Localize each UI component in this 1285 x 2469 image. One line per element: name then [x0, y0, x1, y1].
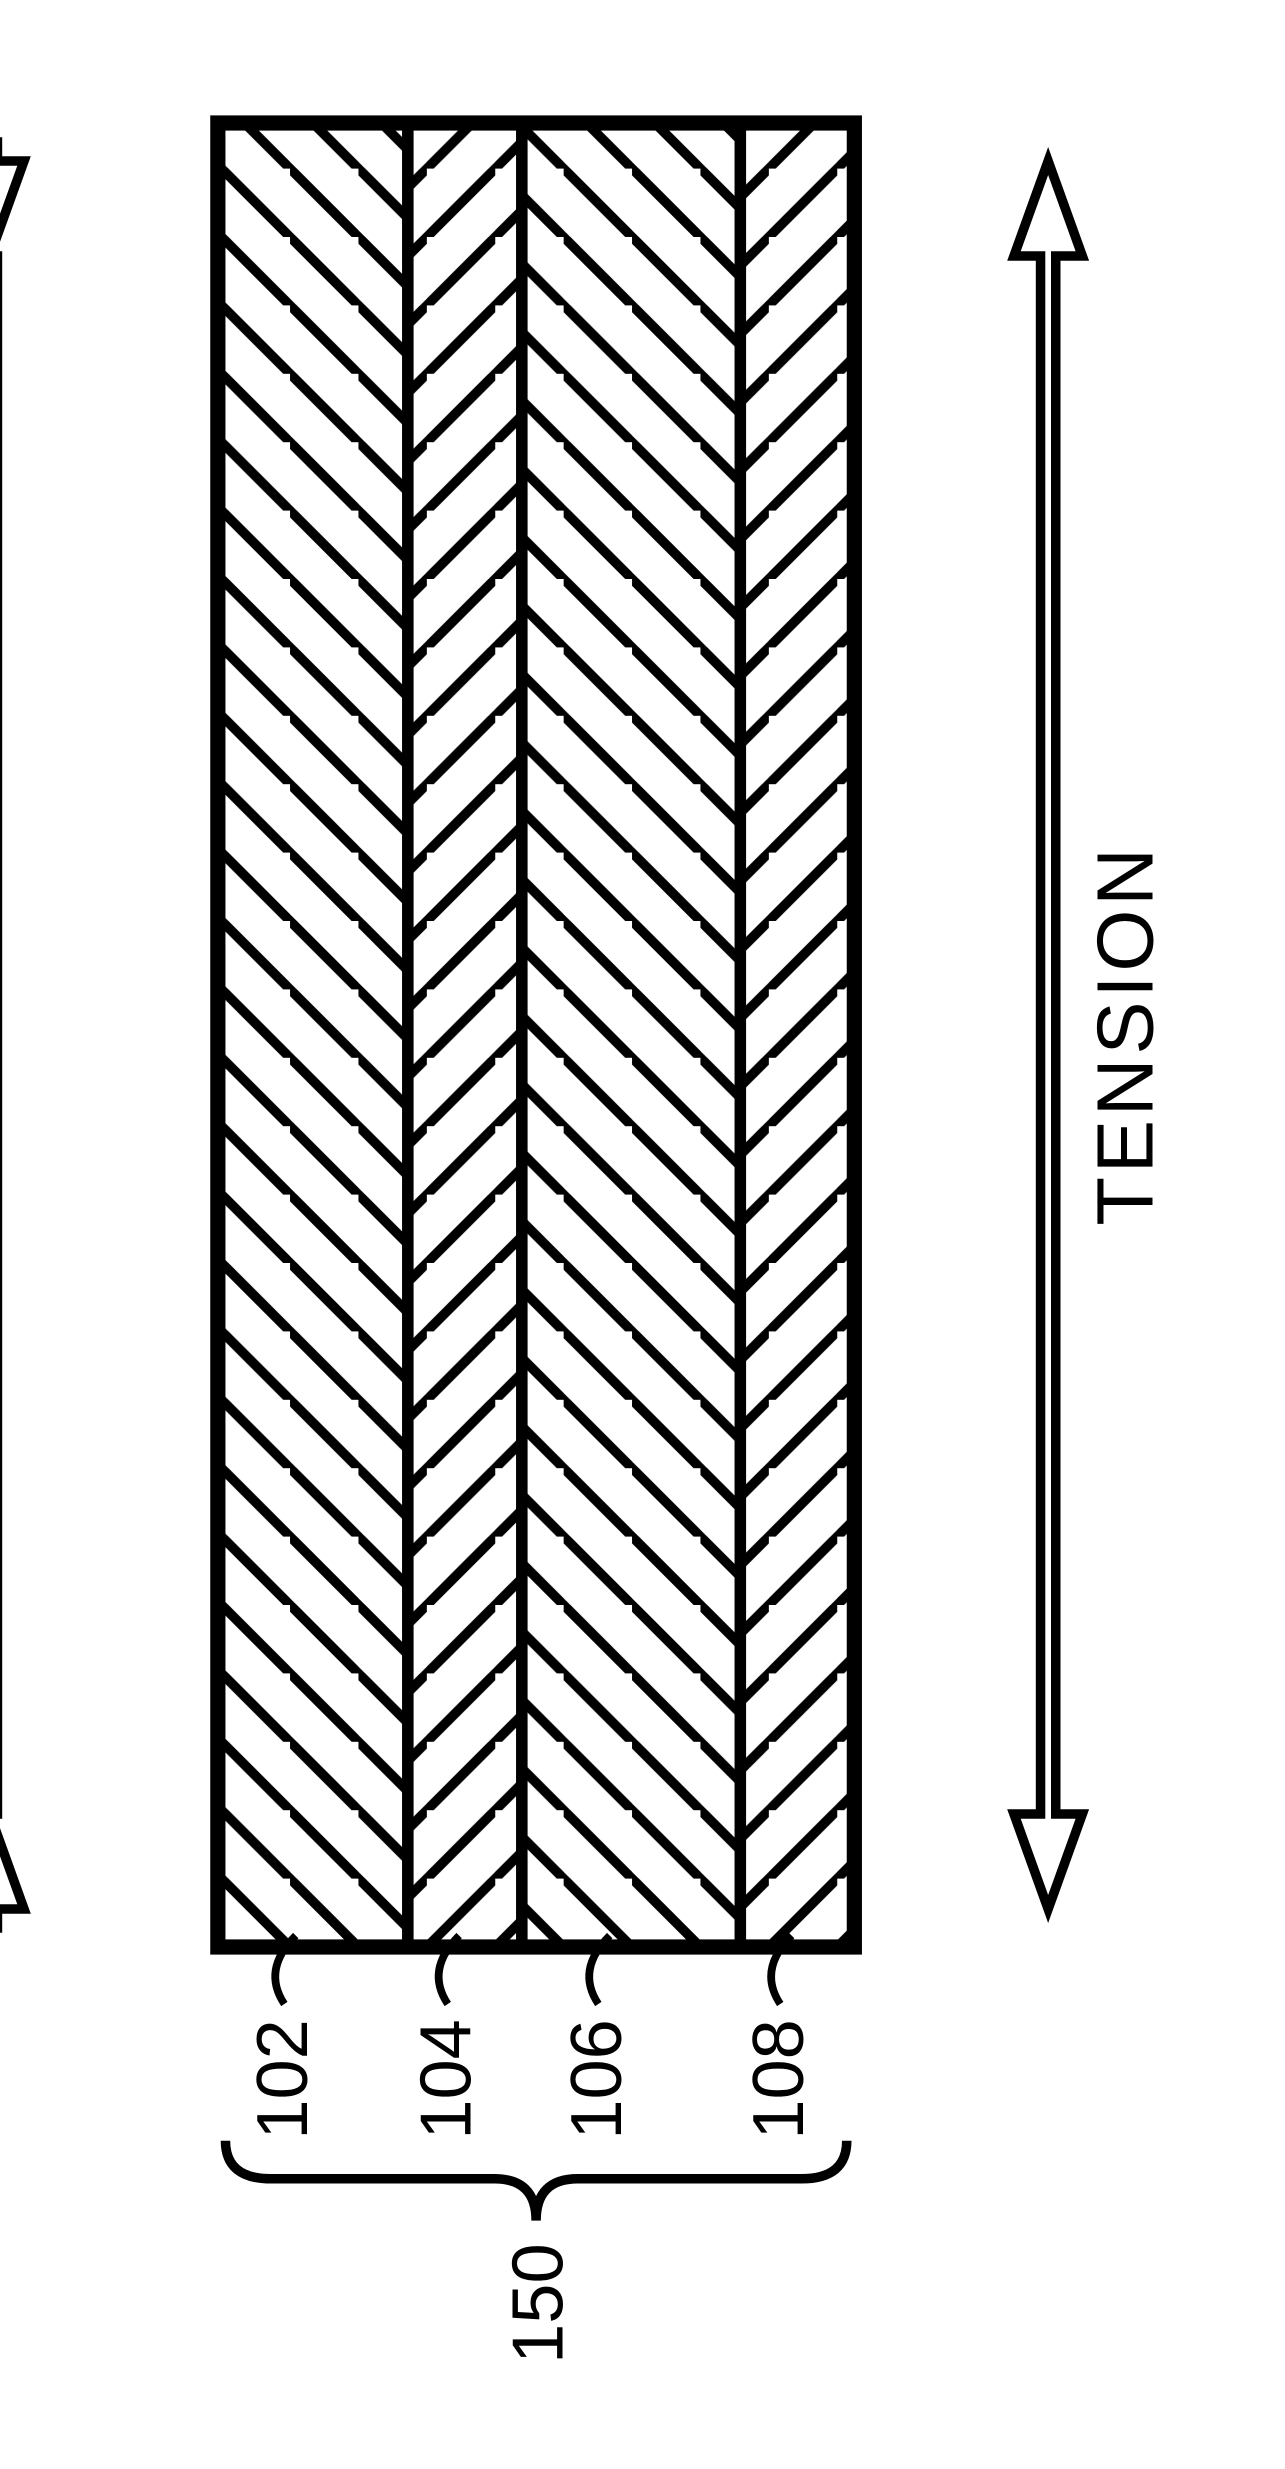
tension-label: TENSION [1081, 844, 1170, 1225]
tension-arrow [1014, 161, 1082, 1909]
layer-106 [522, 123, 741, 1947]
layer-108 [740, 123, 854, 1947]
layer-stack [218, 123, 855, 1947]
layer-ref-106: 106 [557, 2019, 637, 2139]
bracket-ref: 150 [499, 2243, 579, 2363]
layer-104 [408, 123, 522, 1947]
layers-brace [225, 2141, 846, 2221]
layer-ref-108: 108 [739, 2019, 819, 2139]
compression-arrow [0, 142, 24, 1928]
layer-102 [218, 123, 408, 1947]
layer-ref-104: 104 [407, 2019, 487, 2139]
layer-ref-102: 102 [243, 2019, 323, 2139]
